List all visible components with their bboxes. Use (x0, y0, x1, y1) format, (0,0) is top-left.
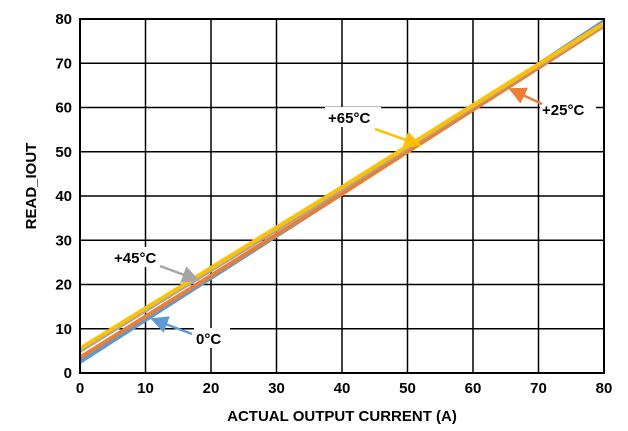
y-tick-label: 80 (55, 11, 72, 28)
annotation-arrow-65c (374, 127, 422, 148)
x-tick-label: 80 (596, 380, 613, 397)
y-tick-label: 60 (55, 100, 72, 117)
x-tick-label: 20 (203, 380, 220, 397)
annotation-bg-0c (194, 328, 230, 348)
annotation-25c: +25°C (542, 102, 584, 119)
y-axis-title: READ_IOUT (23, 143, 40, 230)
series-layer (78, 19, 606, 364)
annotation-arrow-45c (159, 264, 200, 283)
x-tick-label: 10 (137, 380, 154, 397)
y-tick-label: 20 (55, 277, 72, 294)
x-tick-label: 40 (334, 380, 351, 397)
x-tick-label: 60 (465, 380, 482, 397)
annotation-arrow-0c (150, 316, 193, 336)
x-tick-label: 0 (76, 380, 84, 397)
annotation-65c: +65°C (328, 110, 370, 127)
y-tick-label: 70 (55, 55, 72, 72)
annotation-bg-25c (540, 99, 596, 119)
y-tick-labels: 0 10 20 30 40 50 60 70 80 (55, 11, 72, 382)
x-tick-label: 70 (530, 380, 547, 397)
x-tick-label: 30 (268, 380, 285, 397)
series-line-65c (78, 21, 606, 351)
y-tick-label: 0 (64, 365, 72, 382)
x-axis-title: ACTUAL OUTPUT CURRENT (A) (227, 408, 457, 425)
plot-frame (79, 18, 605, 374)
annotation-arrow-25c (508, 87, 543, 106)
annotation-45c: +45°C (114, 250, 156, 267)
annotation-bg-45c (112, 247, 168, 267)
x-tick-labels: 0 10 20 30 40 50 60 70 80 (76, 380, 613, 397)
annotation-0c: 0°C (196, 331, 221, 348)
y-tick-label: 30 (55, 232, 72, 249)
x-tick-label: 50 (399, 380, 416, 397)
annotation-bg-65c (325, 107, 381, 127)
y-tick-label: 10 (55, 321, 72, 338)
y-tick-label: 50 (55, 144, 72, 161)
y-tick-label: 40 (55, 188, 72, 205)
